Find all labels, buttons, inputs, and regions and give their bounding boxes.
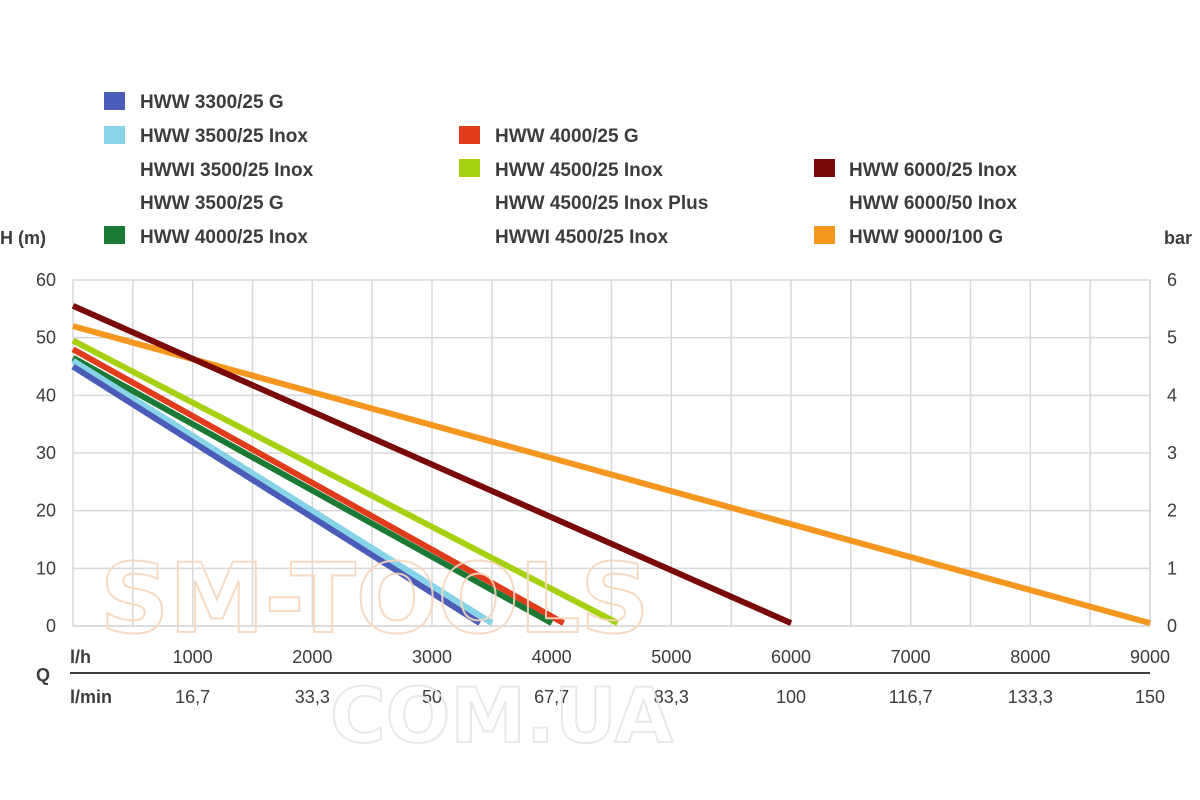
- x-tick-label-lmin: 83,3: [654, 687, 689, 707]
- axes: H (m) bar Q l/h l/min: [0, 228, 1192, 707]
- tick-labels: 0 10 20 30 40 50 60 0 1 2 3 4 5 6 1000 16,7 2000 33,3 3000…: [36, 270, 1177, 707]
- x-tick-label-lh: 7000: [891, 647, 931, 667]
- legend: HWW 3300/25 G HWW 3500/25 Inox HWWI 3500/2…: [104, 92, 1017, 248]
- legend-label: HWW 4000/25 Inox: [140, 227, 308, 248]
- x-tick-label-lmin: 16,7: [175, 687, 210, 707]
- x-tick-label-lmin: 33,3: [295, 687, 330, 707]
- x-tick-label-lmin: 100: [776, 687, 806, 707]
- y-right-tick-label: 4: [1167, 385, 1177, 405]
- y-right-tick-label: 2: [1167, 501, 1177, 521]
- y-left-tick-label: 30: [36, 443, 56, 463]
- legend-label: HWW 4500/25 Inox Plus: [495, 193, 708, 214]
- series-line-3: [71, 346, 566, 626]
- y-left-tick-label: 60: [36, 270, 56, 290]
- x-tick-label-lmin: 150: [1135, 687, 1165, 707]
- legend-label: HWW 3500/25 G: [140, 193, 284, 214]
- legend-label: HWWI 3500/25 Inox: [140, 160, 314, 181]
- x-tick-label-lh: 5000: [651, 647, 691, 667]
- legend-label: HWW 9000/100 G: [849, 227, 1003, 248]
- x-tick-label-lmin: 50: [422, 687, 442, 707]
- y-left-tick-label: 20: [36, 501, 56, 521]
- series-line-1: [71, 303, 793, 626]
- legend-label: HWWI 4500/25 Inox: [495, 227, 669, 248]
- y-axis-left-label: H (m): [0, 228, 46, 248]
- watermark: SM-TOOLS COM.UA: [99, 542, 674, 761]
- series-line-5: [71, 358, 494, 626]
- x-tick-label-lmin: 67,7: [534, 687, 569, 707]
- y-left-tick-label: 10: [36, 558, 56, 578]
- legend-label: HWW 6000/25 Inox: [849, 160, 1017, 181]
- x-tick-label-lh: 2000: [292, 647, 332, 667]
- legend-swatch: [104, 92, 125, 110]
- y-right-tick-label: 0: [1167, 616, 1177, 636]
- y-left-tick-label: 40: [36, 385, 56, 405]
- watermark-line2: COM.UA: [330, 671, 673, 760]
- legend-label: HWW 4000/25 G: [495, 126, 639, 147]
- x-axis-label: Q: [36, 665, 50, 685]
- y-right-tick-label: 5: [1167, 328, 1177, 348]
- series-line-6: [71, 363, 482, 626]
- x-tick-label-lh: 4000: [532, 647, 572, 667]
- x-axis-unit-lmin: l/min: [70, 687, 112, 707]
- series-line-0: [72, 323, 1151, 626]
- x-axis-unit-lh: l/h: [70, 647, 91, 667]
- watermark-line1: SM-TOOLS: [100, 543, 649, 655]
- y-left-tick-label: 0: [46, 616, 56, 636]
- legend-label: HWW 6000/50 Inox: [849, 193, 1017, 214]
- x-tick-label-lh: 3000: [412, 647, 452, 667]
- x-tick-label-lmin: 133,3: [1008, 687, 1053, 707]
- x-tick-label-lh: 1000: [173, 647, 213, 667]
- x-tick-label-lh: 8000: [1010, 647, 1050, 667]
- legend-label: HWW 3300/25 G: [140, 92, 284, 113]
- x-tick-label-lh: 9000: [1130, 647, 1170, 667]
- series-line-4: [71, 355, 554, 626]
- y-right-tick-label: 3: [1167, 443, 1177, 463]
- y-axis-right-label: bar: [1164, 228, 1192, 248]
- x-tick-label-lh: 6000: [771, 647, 811, 667]
- legend-label: HWW 3500/25 Inox: [140, 126, 308, 147]
- grid: [70, 279, 1151, 674]
- legend-swatch: [104, 226, 125, 244]
- series-line-2: [71, 337, 619, 626]
- legend-label: HWW 4500/25 Inox: [495, 160, 663, 181]
- legend-swatch: [459, 159, 480, 177]
- legend-swatch: [104, 126, 125, 144]
- legend-swatch: [814, 159, 835, 177]
- series-lines: [71, 303, 1151, 626]
- y-left-tick-label: 50: [36, 328, 56, 348]
- y-right-tick-label: 6: [1167, 270, 1177, 290]
- legend-swatch: [459, 126, 480, 144]
- legend-swatch: [814, 226, 835, 244]
- y-right-tick-label: 1: [1167, 558, 1177, 578]
- x-tick-label-lmin: 116,7: [889, 687, 933, 707]
